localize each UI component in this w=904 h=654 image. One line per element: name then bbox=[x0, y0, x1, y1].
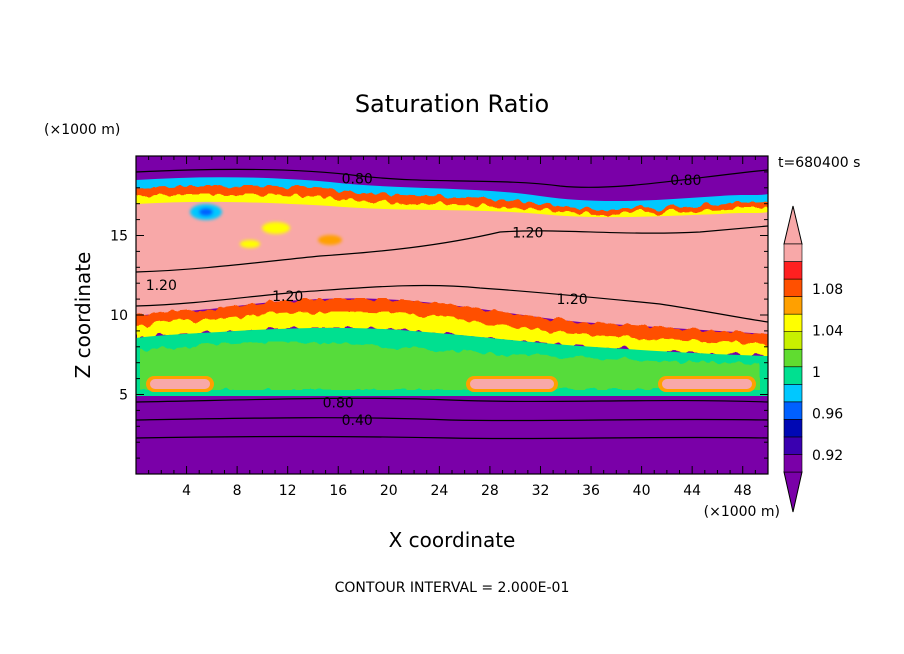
colorbar-swatch bbox=[783, 243, 803, 262]
x-axis-label: X coordinate bbox=[389, 528, 516, 552]
contour-label: 0.80 bbox=[342, 171, 373, 187]
cloud-top-yellow bbox=[136, 311, 768, 356]
colorbar-swatch bbox=[783, 401, 803, 420]
y-axis-unit: (×1000 m) bbox=[44, 122, 120, 138]
colorbar-tick-label: 1.08 bbox=[812, 282, 843, 298]
lower-dry-layer bbox=[136, 396, 768, 474]
colorbar-swatch bbox=[783, 454, 803, 473]
colorbar-swatch bbox=[783, 366, 803, 385]
x-tick-label: 8 bbox=[233, 483, 242, 499]
x-tick-label: 40 bbox=[633, 483, 651, 499]
x-tick-label: 36 bbox=[582, 483, 600, 499]
y-axis-label: Z coordinate bbox=[71, 252, 95, 379]
x-axis-unit: (×1000 m) bbox=[704, 504, 780, 520]
upper-patches bbox=[190, 204, 342, 248]
time-label: t=680400 s bbox=[778, 155, 860, 171]
contour-label: 0.80 bbox=[670, 173, 701, 189]
colorbar-swatch bbox=[783, 331, 803, 350]
y-axis: 5 10 15 bbox=[110, 171, 768, 459]
x-tick-label: 24 bbox=[430, 483, 448, 499]
colorbar-swatch bbox=[783, 261, 803, 280]
colorbar-swatch bbox=[783, 384, 803, 403]
x-tick-label: 44 bbox=[683, 483, 701, 499]
contour-interval-note: CONTOUR INTERVAL = 2.000E-01 bbox=[335, 580, 570, 596]
plot-area bbox=[136, 156, 768, 474]
colorbar: 0.92 0.96 1 1.04 1.08 bbox=[783, 205, 843, 513]
colorbar-tick-label: 1 bbox=[812, 365, 821, 381]
chart-title: Saturation Ratio bbox=[355, 90, 549, 118]
colorbar-tick-label: 1.04 bbox=[812, 324, 843, 340]
x-tick-label: 20 bbox=[380, 483, 398, 499]
contour-label: 1.20 bbox=[272, 289, 303, 305]
y-tick-label: 15 bbox=[110, 229, 128, 245]
contour-label: 1.20 bbox=[556, 292, 587, 308]
contour-label: 0.40 bbox=[342, 413, 373, 429]
cloud-layer-light bbox=[140, 341, 760, 390]
contour-lines bbox=[136, 168, 768, 440]
colorbar-swatch bbox=[783, 296, 803, 315]
base-pockets bbox=[146, 376, 756, 392]
colorbar-swatch bbox=[783, 313, 803, 332]
colorbar-swatch bbox=[783, 278, 803, 297]
colorbar-tick-label: 0.92 bbox=[812, 448, 843, 464]
contour-label: 1.20 bbox=[146, 278, 177, 294]
y-tick-label: 5 bbox=[119, 388, 128, 404]
supersaturated-layer bbox=[136, 201, 768, 334]
x-tick-label: 32 bbox=[532, 483, 550, 499]
x-tick-label: 28 bbox=[481, 483, 499, 499]
x-tick-label: 16 bbox=[329, 483, 347, 499]
contour-label: 1.20 bbox=[512, 225, 543, 241]
x-tick-label: 12 bbox=[279, 483, 297, 499]
colorbar-upper-arrow bbox=[783, 205, 803, 245]
x-tick-label: 4 bbox=[182, 483, 191, 499]
contour-label: 0.80 bbox=[323, 395, 354, 411]
y-tick-label: 10 bbox=[110, 308, 128, 324]
colorbar-lower-arrow bbox=[783, 471, 803, 513]
colorbar-swatch bbox=[783, 348, 803, 368]
colorbar-tick-label: 0.96 bbox=[812, 407, 843, 423]
colorbar-swatch bbox=[783, 419, 803, 438]
contour-labels: 0.80 0.80 1.20 1.20 1.20 1.20 0.80 0.40 bbox=[146, 171, 702, 429]
colorbar-swatch bbox=[783, 436, 803, 455]
x-tick-label: 48 bbox=[734, 483, 752, 499]
x-axis: 4 8 12 16 20 24 28 32 36 40 44 48 bbox=[148, 156, 756, 499]
